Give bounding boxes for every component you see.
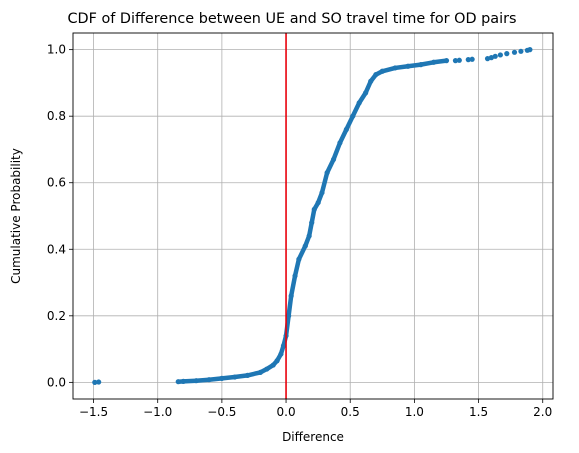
cdf-point: [392, 65, 398, 71]
y-tick-label: 0.8: [47, 109, 66, 123]
cdf-point: [379, 68, 385, 74]
cdf-point: [280, 343, 287, 349]
x-tick-label: −0.5: [207, 405, 236, 419]
cdf-point: [511, 49, 518, 55]
chart-title: CDF of Difference between UE and SO trav…: [68, 11, 517, 27]
cdf-point: [219, 375, 225, 381]
cdf-point: [443, 58, 450, 64]
plot-frame: [72, 32, 554, 400]
x-tick-label: −1.0: [143, 405, 172, 419]
x-axis-label: Difference: [282, 430, 344, 444]
cdf-point: [193, 378, 199, 384]
cdf-point: [350, 113, 356, 119]
cdf-point: [311, 206, 317, 212]
x-tick-label: 0.0: [277, 405, 296, 419]
cdf-point: [465, 57, 471, 63]
cdf-point: [175, 379, 181, 385]
cdf-point: [324, 170, 330, 176]
cdf-point: [319, 190, 325, 196]
cdf-point: [363, 90, 369, 96]
cdf-point: [431, 59, 437, 65]
cdf-point: [497, 52, 503, 58]
cdf-point: [278, 351, 284, 357]
y-tick-label: 0.2: [47, 309, 66, 323]
data-series: [92, 47, 533, 385]
grid-lines: [73, 33, 553, 399]
cdf-point: [337, 140, 343, 146]
x-tick-label: 1.0: [405, 405, 424, 419]
x-tick-label: 2.0: [533, 405, 552, 419]
cdf-point: [309, 220, 315, 226]
cdf-point: [264, 366, 270, 372]
cdf-point: [518, 48, 524, 54]
cdf-point: [180, 378, 186, 384]
cdf-point: [356, 100, 362, 106]
y-tick-label: 0.6: [47, 176, 66, 190]
cdf-point: [492, 53, 498, 59]
cdf-point: [368, 78, 374, 84]
cdf-point: [244, 372, 251, 378]
cdf-point: [452, 58, 459, 64]
x-tick-label: 0.5: [341, 405, 360, 419]
cdf-point: [286, 313, 292, 319]
x-tick-label: −1.5: [79, 405, 108, 419]
cdf-point: [288, 293, 294, 299]
cdf-point: [405, 63, 411, 69]
y-tick-label: 1.0: [47, 43, 66, 57]
x-tick-label: 1.5: [469, 405, 488, 419]
cdf-point: [274, 358, 280, 364]
cdf-point: [504, 51, 510, 57]
cdf-point: [469, 56, 475, 62]
cdf-point: [92, 379, 98, 385]
y-axis-ticks: 0.0 0.2 0.4 0.6 0.8 1.0: [47, 43, 73, 389]
y-tick-label: 0.4: [47, 242, 66, 256]
cdf-point: [257, 369, 263, 375]
x-axis-ticks: −1.5 −1.0 −0.5 0.0 0.5 1.0 1.5 2.0: [79, 399, 552, 419]
cdf-point: [302, 243, 308, 249]
cdf-point: [96, 379, 102, 385]
cdf-point: [232, 374, 238, 380]
cdf-point: [292, 273, 298, 279]
cdf-point: [418, 62, 424, 68]
cdf-point: [296, 256, 302, 262]
cdf-point: [456, 57, 462, 63]
cdf-point: [330, 156, 337, 163]
cdf-point: [270, 362, 276, 368]
y-axis-label: Cumulative Probability: [9, 148, 23, 284]
cdf-point: [315, 200, 321, 206]
cdf-point: [373, 71, 379, 78]
y-tick-label: 0.0: [47, 375, 66, 389]
cdf-point: [527, 47, 533, 53]
cdf-point: [206, 377, 212, 383]
cdf-point: [343, 126, 349, 133]
cdf-point: [306, 233, 312, 239]
